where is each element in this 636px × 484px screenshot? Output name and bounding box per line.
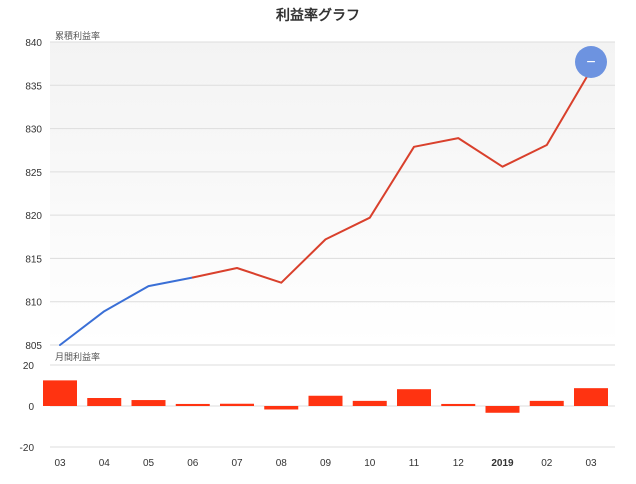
monthly-bar [529,400,564,406]
minus-icon[interactable]: − [586,54,595,71]
cumulative-series-line [191,68,592,284]
monthly-bar [574,388,608,406]
monthly-bar [175,403,210,406]
cumulative-y-tick-label: 825 [25,168,42,179]
monthly-bar [264,406,299,410]
monthly-bars [43,380,608,413]
cumulative-y-tick-label: 805 [25,341,42,352]
cumulative-y-tick-label: 810 [25,298,42,309]
cumulative-y-tick-label: 840 [25,38,42,49]
monthly-bar [131,400,166,406]
reset-zoom-button-circle[interactable] [575,46,607,78]
cumulative-y-tick-label: 820 [25,211,42,222]
x-tick-label: 02 [541,458,553,469]
chart-title: 利益率グラフ [276,7,360,23]
monthly-bar [87,398,122,406]
monthly-y-tick-labels: -20 0 20 [20,361,35,454]
monthly-pane-label: 月間利益率 [55,351,100,362]
cumulative-pane-label: 累積利益率 [55,30,100,41]
cumulative-y-tick-labels: 805 810 815 820 825 830 835 840 [25,38,42,352]
monthly-y-tick-label: 0 [28,402,34,413]
x-tick-label: 07 [231,458,243,469]
x-tick-label: 10 [364,458,376,469]
cumulative-y-tick-label: 830 [25,125,42,136]
cumulative-y-tick-label: 835 [25,81,42,92]
x-tick-label: 12 [453,458,465,469]
monthly-y-tick-label: -20 [20,443,35,454]
monthly-bar [397,389,431,406]
x-tick-label: 03 [54,458,66,469]
monthly-bar [352,400,387,406]
x-tick-label: 08 [276,458,288,469]
monthly-bar [441,403,476,406]
monthly-bar [308,395,343,406]
cumulative-series [59,68,592,346]
monthly-y-tick-label: 20 [23,361,35,372]
monthly-bar [220,403,254,406]
cumulative-gridlines [50,41,615,346]
x-tick-label: 05 [143,458,155,469]
cumulative-series-line [59,276,194,346]
x-tick-label: 03 [585,458,597,469]
x-tick-labels: 03 04 05 06 07 08 09 10 11 12 2019 02 03 [54,458,597,469]
x-tick-label: 09 [320,458,332,469]
x-tick-label: 2019 [491,458,514,469]
monthly-bar [43,380,77,406]
monthly-bar [485,406,520,413]
cumulative-y-tick-label: 815 [25,254,42,265]
x-tick-label: 11 [409,458,420,469]
x-tick-label: 04 [99,458,111,469]
reset-zoom-button[interactable]: − [575,46,607,78]
x-tick-label: 06 [187,458,199,469]
cumulative-pane-background [50,42,615,345]
